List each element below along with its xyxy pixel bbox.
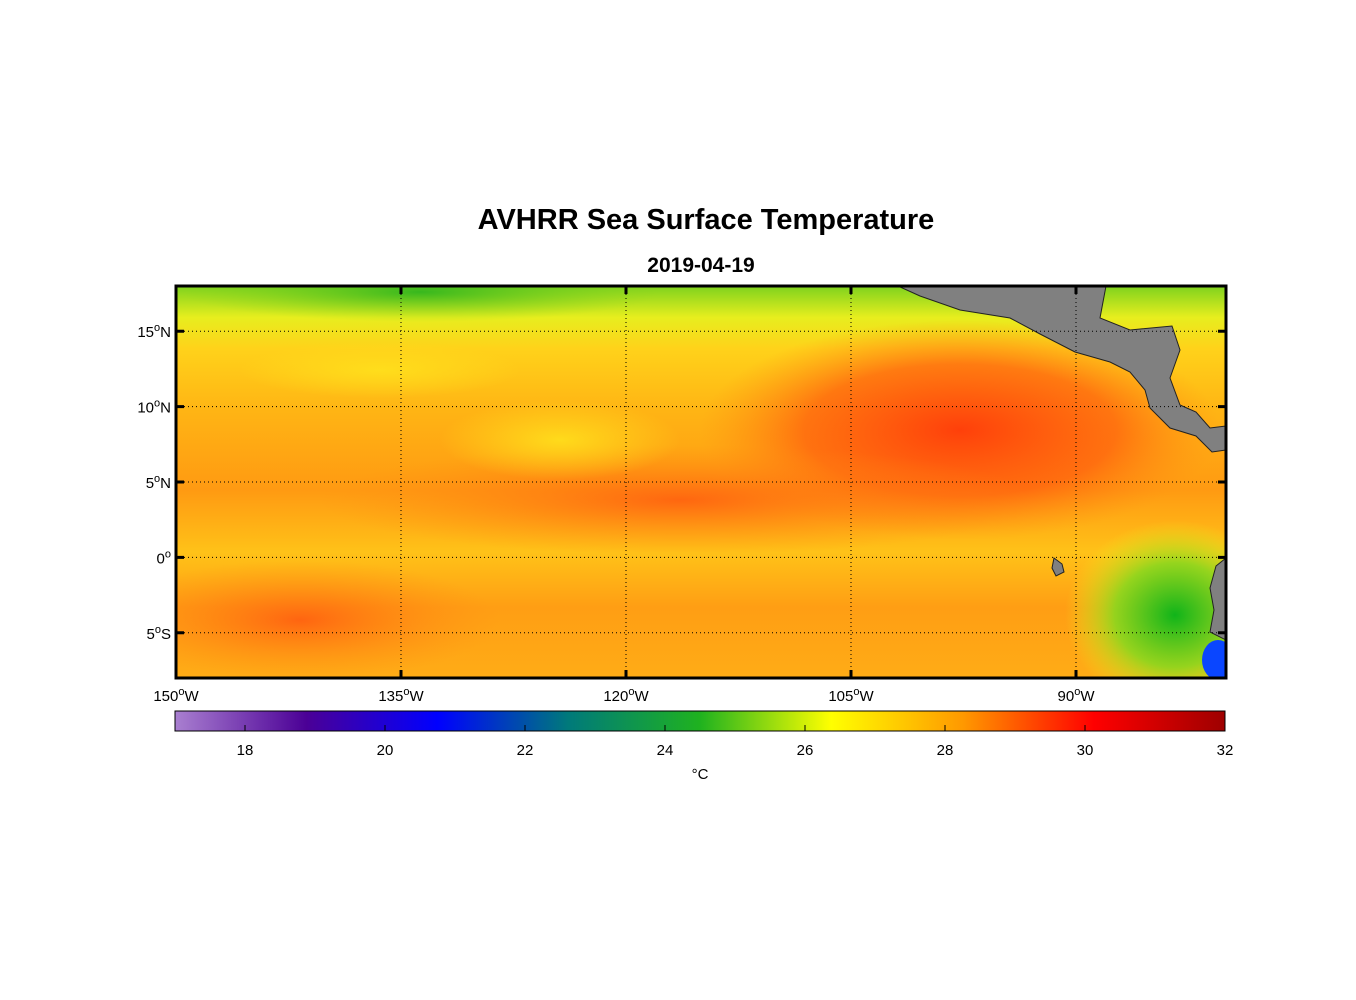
lat-hemisphere: N (160, 475, 171, 492)
lon-tick-label: 105oW (828, 686, 874, 705)
degree-symbol: o (155, 624, 161, 636)
lat-degree-value: 5 (146, 475, 154, 492)
lon-tick-label: 150oW (153, 686, 199, 705)
degree-symbol: o (154, 398, 160, 410)
lat-degree-value: 15 (137, 324, 154, 341)
central-america-landmass (897, 286, 1226, 453)
degree-symbol: o (853, 686, 859, 698)
lon-degree-value: 105 (828, 688, 853, 705)
lon-hemisphere: W (634, 688, 649, 705)
warm-patch-southwest (176, 560, 500, 678)
lat-degree-value: 5 (147, 626, 155, 643)
map-title: AVHRR Sea Surface Temperature (477, 204, 935, 236)
colorbar-tick-label: 32 (1217, 742, 1234, 759)
colorbar-tick-label: 20 (377, 742, 394, 759)
lat-tick-label: 0o (157, 548, 171, 567)
lat-tick-label: 15oN (137, 322, 171, 341)
lon-degree-value: 135 (378, 688, 403, 705)
lat-hemisphere: N (160, 324, 171, 341)
lon-tick-label: 90oW (1058, 686, 1096, 705)
cool-water-north (180, 286, 660, 322)
colorbar-tick-label: 28 (937, 742, 954, 759)
colorbar-scale (174, 710, 1226, 732)
colorbar-tick-label: 18 (237, 742, 254, 759)
lat-degree-value: 0 (157, 550, 165, 567)
lon-degree-value: 150 (153, 688, 178, 705)
colorbar-tick-label: 24 (657, 742, 674, 759)
lat-hemisphere: S (161, 626, 171, 643)
degree-symbol: o (154, 473, 160, 485)
colorbar-ticks: 18 20 22 24 26 28 30 32 (237, 725, 1234, 759)
lat-hemisphere: N (160, 400, 171, 417)
degree-symbol: o (154, 322, 160, 334)
lat-tick-label: 5oN (146, 473, 171, 492)
galapagos-islands (1051, 557, 1065, 577)
colorbar-tick-label: 26 (797, 742, 814, 759)
colorbar-tick-label: 22 (517, 742, 534, 759)
lat-tick-label: 10oN (137, 398, 171, 417)
degree-symbol: o (165, 548, 171, 560)
lon-degree-value: 120 (603, 688, 628, 705)
lon-hemisphere: W (409, 688, 424, 705)
lat-tick-label: 5oS (147, 624, 171, 643)
lon-hemisphere: W (1080, 688, 1095, 705)
lon-tick-label: 120oW (603, 686, 649, 705)
cold-tongue-southeast (1065, 520, 1226, 678)
graticule (174, 286, 1226, 678)
lat-degree-value: 10 (137, 400, 154, 417)
lon-tick-label: 135oW (378, 686, 424, 705)
lon-hemisphere: W (859, 688, 874, 705)
colorbar-tick-label: 30 (1077, 742, 1094, 759)
lon-hemisphere: W (184, 688, 199, 705)
warm-band-equatorial (320, 445, 1040, 555)
sst-field (176, 286, 1226, 678)
coldest-patch (1202, 640, 1226, 678)
degree-symbol: o (1074, 686, 1080, 698)
cooler-patch (440, 400, 680, 480)
colorbar-unit: °C (692, 766, 709, 783)
degree-symbol: o (403, 686, 409, 698)
cooler-patch-north (240, 342, 520, 398)
map-subtitle: 2019-04-19 (647, 254, 755, 277)
lon-degree-value: 90 (1058, 688, 1075, 705)
longitude-labels: 150oW 135oW 120oW 105oW 90oW (153, 686, 1095, 705)
degree-symbol: o (178, 686, 184, 698)
map-frame (174, 284, 1228, 680)
colorbar: 18 20 22 24 26 28 30 32 °C (174, 710, 1234, 783)
south-america-coast (1209, 557, 1226, 641)
degree-symbol: o (628, 686, 634, 698)
